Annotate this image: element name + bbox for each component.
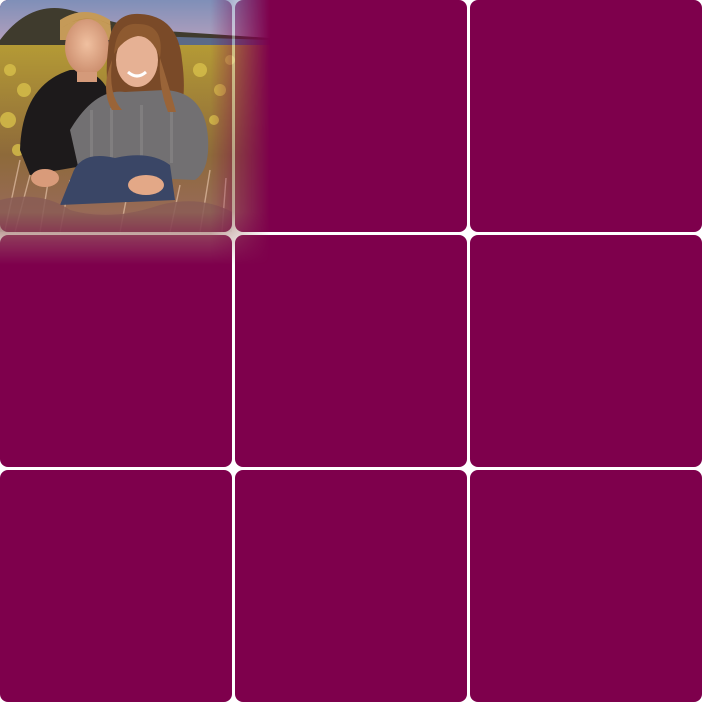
- tile-8[interactable]: [235, 470, 467, 702]
- tile-2[interactable]: [235, 0, 467, 232]
- tile-6[interactable]: [470, 235, 702, 467]
- tile-9[interactable]: [470, 470, 702, 702]
- tile-7[interactable]: [0, 470, 232, 702]
- tile-3[interactable]: [470, 0, 702, 232]
- tile-1[interactable]: [0, 0, 232, 232]
- tile-5[interactable]: [235, 235, 467, 467]
- tile-4[interactable]: [0, 235, 232, 467]
